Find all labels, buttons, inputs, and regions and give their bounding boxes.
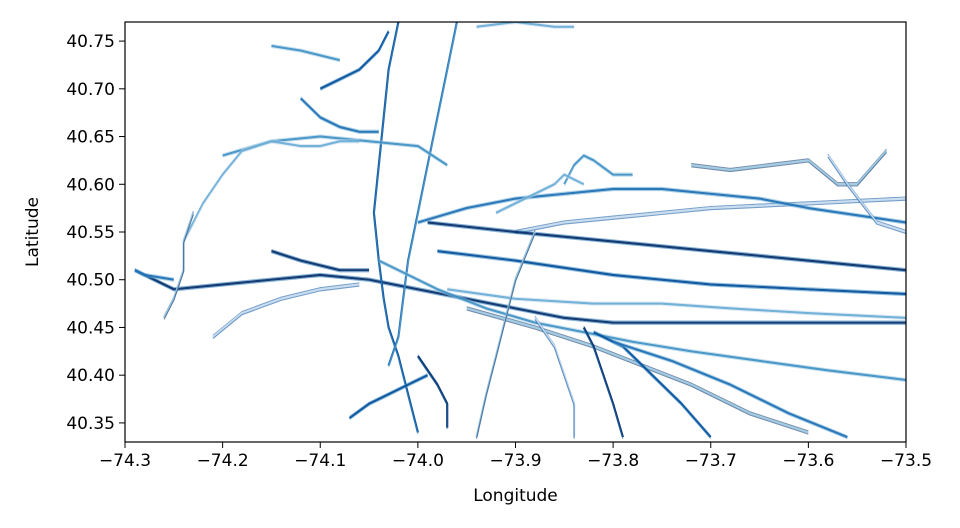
- series-line-13: [212, 285, 360, 340]
- x-tick-label: −73.9: [489, 451, 541, 471]
- series-line-23: [612, 342, 848, 440]
- y-tick-label: 40.35: [66, 414, 115, 434]
- series-line-2: [388, 23, 458, 368]
- series-line-14: [271, 248, 370, 270]
- series-line-4: [447, 287, 906, 317]
- series-line-0: [134, 269, 906, 324]
- series-line-13: [212, 282, 360, 336]
- series-line-16: [299, 97, 379, 133]
- series-line-23: [612, 340, 848, 439]
- x-tick-label: −73.5: [880, 451, 932, 471]
- y-tick-label: 40.45: [66, 318, 115, 338]
- series-line-24: [563, 154, 633, 185]
- x-tick-label: −74.0: [392, 451, 444, 471]
- series-line-14: [271, 252, 370, 273]
- series-line-17: [271, 44, 341, 62]
- series-line-15: [319, 30, 390, 90]
- series-line-16: [300, 96, 379, 131]
- y-axis-label: Latitude: [23, 197, 43, 267]
- series-line-23: [612, 339, 848, 437]
- series-line-6: [515, 196, 906, 231]
- series-line-19: [475, 233, 536, 439]
- series-line-0: [134, 271, 906, 325]
- series-line-8: [437, 252, 906, 297]
- x-tick-label: −74.1: [294, 451, 346, 471]
- y-tick-label: 40.50: [66, 271, 115, 291]
- series-line-12: [163, 214, 194, 320]
- x-tick-label: −73.8: [587, 451, 639, 471]
- series-line-26: [691, 150, 888, 186]
- x-tick-label: −74.3: [99, 451, 151, 471]
- series-layer: [134, 22, 906, 440]
- series-line-9: [417, 186, 906, 222]
- series-line-24: [563, 156, 633, 187]
- series-line-30: [134, 268, 174, 279]
- y-tick-label: 40.55: [66, 223, 115, 243]
- series-line-7: [427, 220, 906, 270]
- series-line-7: [427, 223, 906, 273]
- series-line-25: [495, 173, 585, 214]
- series-line-18: [476, 22, 575, 26]
- series-line-17: [271, 43, 340, 60]
- x-tick-label: −73.7: [685, 451, 737, 471]
- series-line-4: [447, 290, 906, 321]
- series-line-14: [271, 250, 370, 272]
- x-axis-label: Longitude: [473, 486, 558, 506]
- series-line-8: [437, 248, 906, 293]
- series-line-30: [134, 269, 174, 281]
- series-line-3: [378, 259, 906, 382]
- series-line-11: [183, 142, 360, 244]
- series-line-17: [271, 46, 340, 63]
- series-line-15: [320, 32, 390, 91]
- x-tick-label: −74.2: [197, 451, 249, 471]
- series-line-29: [349, 376, 428, 421]
- series-line-21: [583, 328, 624, 439]
- y-tick-label: 40.65: [66, 128, 115, 148]
- series-line-3: [378, 258, 906, 379]
- series-line-8: [437, 250, 906, 296]
- y-tick-label: 40.40: [66, 366, 115, 386]
- series-line-9: [417, 187, 906, 224]
- series-line-4: [447, 288, 906, 319]
- series-line-29: [348, 374, 429, 419]
- series-line-25: [495, 175, 585, 215]
- series-line-11: [182, 140, 360, 243]
- y-axis: 40.35 40.40 40.45 40.50 40.55 40.60 40.65 40.70…: [66, 32, 125, 434]
- series-line-18: [476, 22, 575, 28]
- series-line-27: [827, 156, 906, 235]
- series-line-25: [495, 172, 585, 212]
- y-tick-label: 40.70: [66, 80, 115, 100]
- series-line-27: [826, 154, 906, 234]
- series-line-7: [427, 221, 906, 272]
- series-line-9: [417, 190, 906, 225]
- series-line-6: [515, 197, 906, 234]
- y-tick-label: 40.60: [66, 175, 115, 195]
- x-axis: −74.3 −74.2 −74.1 −74.0 −73.9 −73.8 −73.7 −73.6…: [99, 442, 932, 471]
- series-line-26: [691, 152, 887, 187]
- series-line-28: [417, 357, 448, 430]
- series-line-30: [134, 271, 174, 282]
- series-line-13: [212, 283, 360, 338]
- series-line-18: [476, 23, 575, 29]
- x-tick-label: −73.6: [782, 451, 834, 471]
- y-tick-label: 40.75: [66, 32, 115, 52]
- series-line-20: [534, 319, 575, 439]
- series-line-16: [300, 99, 379, 134]
- series-line-29: [349, 373, 428, 417]
- series-line-6: [515, 199, 906, 235]
